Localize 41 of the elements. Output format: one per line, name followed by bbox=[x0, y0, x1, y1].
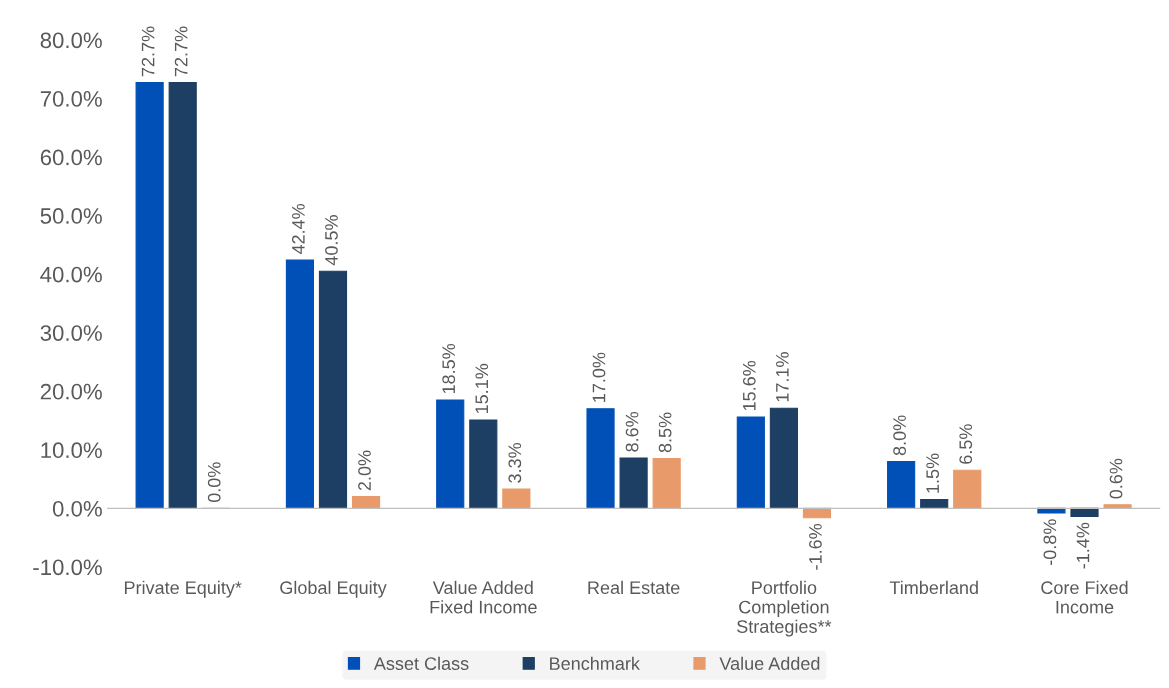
x-tick-label: Portfolio Completion Strategies** bbox=[737, 580, 832, 637]
data-label: 17.1% bbox=[776, 352, 789, 402]
data-label: 15.1% bbox=[475, 363, 489, 413]
y-tick-label: -10.0% bbox=[33, 559, 102, 576]
y-tick-label: 30.0% bbox=[40, 325, 102, 341]
y-tick-label: 70.0% bbox=[40, 91, 102, 107]
x-tick-label: Timberland bbox=[889, 580, 978, 595]
data-label: 15.6% bbox=[742, 360, 756, 411]
data-label: 0.0% bbox=[207, 462, 221, 503]
data-label: 1.5% bbox=[926, 453, 940, 493]
data-label: 0.6% bbox=[1109, 458, 1123, 499]
y-tick-label: 80.0% bbox=[40, 32, 102, 49]
data-label: 8.0% bbox=[893, 415, 906, 456]
data-label: 3.3% bbox=[508, 442, 522, 483]
y-tick-label: 50.0% bbox=[40, 208, 102, 224]
y-tick-label: 10.0% bbox=[41, 442, 102, 459]
data-label: -1.4% bbox=[1076, 522, 1090, 569]
y-tick-label: 40.0% bbox=[40, 266, 102, 283]
x-tick-label: Real Estate bbox=[588, 580, 680, 595]
y-tick-label: 0.0% bbox=[52, 500, 102, 517]
y-tick-label: 20.0% bbox=[40, 383, 102, 400]
data-label: 8.5% bbox=[658, 412, 672, 453]
x-tick-label: Global Equity bbox=[280, 580, 387, 598]
x-tick-label: Value Added Fixed Income bbox=[430, 580, 537, 614]
x-tick-label: Private Equity* bbox=[124, 580, 242, 598]
data-label: 72.7% bbox=[141, 26, 155, 77]
data-label: 18.5% bbox=[442, 343, 456, 394]
data-label: 72.7% bbox=[174, 26, 188, 77]
y-tick-label: 60.0% bbox=[40, 149, 102, 166]
data-label: -0.8% bbox=[1043, 519, 1057, 565]
data-label: 17.0% bbox=[592, 352, 606, 402]
data-label: 8.6% bbox=[625, 411, 639, 452]
data-label: 42.4% bbox=[291, 203, 305, 255]
legend-label: Asset Class bbox=[373, 656, 469, 670]
data-label: 40.5% bbox=[325, 215, 338, 266]
x-tick-label: Core Fixed Income bbox=[1041, 580, 1128, 614]
legend-label: Value Added bbox=[719, 656, 820, 670]
legend-label: Benchmark bbox=[550, 656, 640, 670]
data-label: 2.0% bbox=[358, 450, 371, 491]
data-label: 6.5% bbox=[959, 424, 973, 464]
data-label: -1.6% bbox=[809, 523, 822, 570]
